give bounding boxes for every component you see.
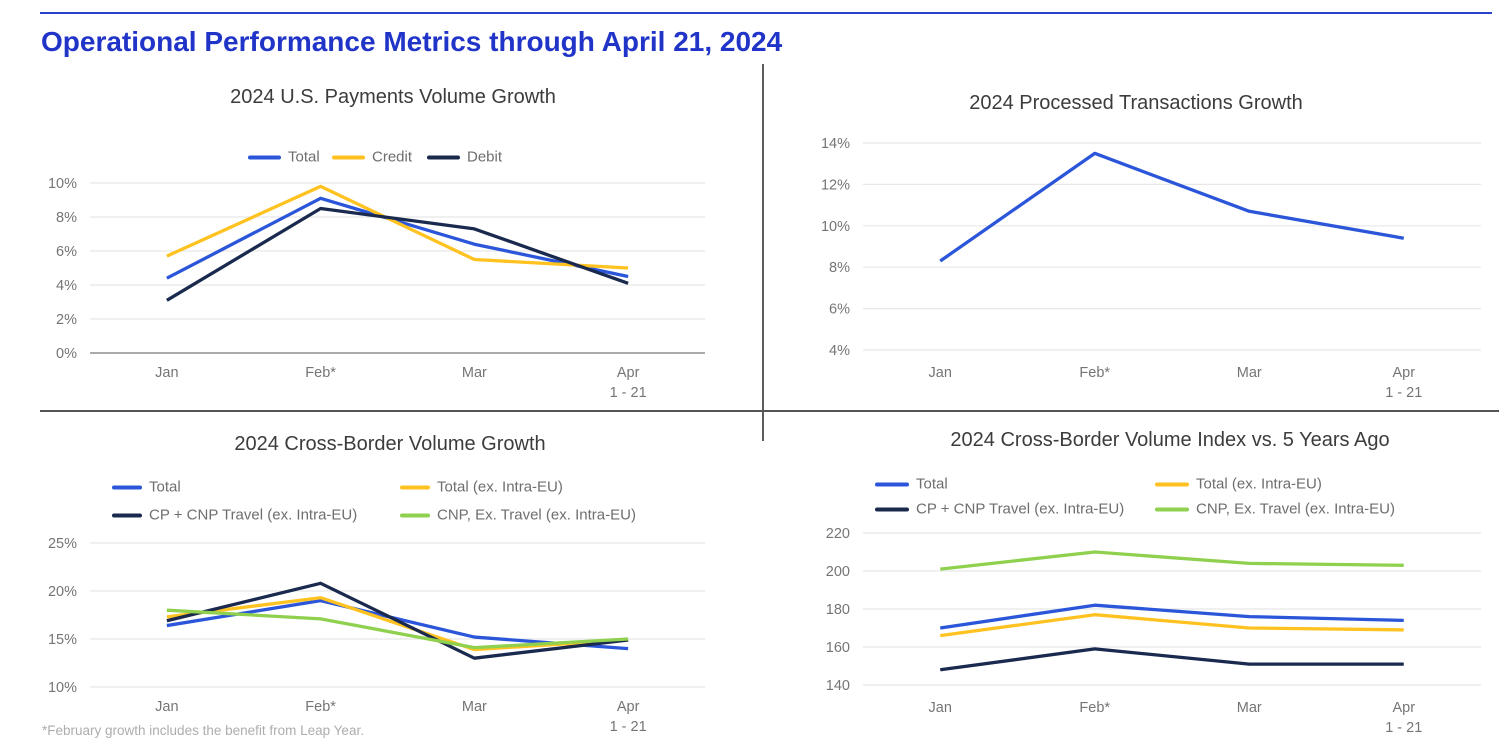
chart-us-payments-volume-growth: 2024 U.S. Payments Volume Growth Total Cr… bbox=[40, 66, 760, 412]
x-tick-subnote: 1 - 21 bbox=[1385, 385, 1422, 401]
divider-horizontal bbox=[40, 410, 1499, 412]
series-line-cp-cnp-travel-ex-intra-eu bbox=[166, 581, 629, 660]
y-tick-label: 14% bbox=[821, 136, 850, 152]
chart-cross-border-volume-growth: 2024 Cross-Border Volume Growth Total Tot… bbox=[40, 415, 760, 748]
y-tick-label: 12% bbox=[821, 177, 850, 193]
x-tick-label: Mar bbox=[1237, 700, 1262, 716]
x-tick-label: Mar bbox=[1237, 365, 1262, 381]
chart-title: 2024 U.S. Payments Volume Growth bbox=[230, 86, 556, 108]
y-tick-label: 10% bbox=[48, 680, 77, 696]
chart-cross-border-volume-index: 2024 Cross-Border Volume Index vs. 5 Yea… bbox=[765, 415, 1499, 748]
chart-plot: 10% 8% 6% 4% 2% 0% Jan Feb* Mar Apr 1 - 21 bbox=[48, 176, 705, 401]
y-tick-label: 8% bbox=[56, 210, 77, 226]
footnote: *February growth includes the benefit fr… bbox=[42, 723, 364, 738]
chart-plot: 220 200 180 160 140 Jan Feb* Mar Apr 1 - 21 bbox=[826, 526, 1481, 736]
y-tick-label: 20% bbox=[48, 584, 77, 600]
chart-title: 2024 Cross-Border Volume Index vs. 5 Yea… bbox=[950, 429, 1390, 451]
x-tick-label: Jan bbox=[155, 365, 178, 381]
x-tick-label: Jan bbox=[929, 700, 952, 716]
x-tick-label: Jan bbox=[155, 699, 178, 715]
chart-title: 2024 Processed Transactions Growth bbox=[969, 92, 1303, 114]
y-tick-label: 10% bbox=[821, 219, 850, 235]
series-line-total bbox=[940, 603, 1404, 630]
y-tick-label: 6% bbox=[56, 244, 77, 260]
x-tick-label: Apr bbox=[617, 365, 640, 381]
series-line-total-ex-intra-eu bbox=[940, 613, 1404, 638]
y-tick-label: 8% bbox=[829, 260, 850, 276]
divider-vertical bbox=[762, 64, 764, 441]
x-tick-subnote: 1 - 21 bbox=[1385, 720, 1422, 736]
x-tick-label: Jan bbox=[929, 365, 952, 381]
y-tick-label: 180 bbox=[826, 602, 850, 618]
series-line-debit bbox=[166, 206, 629, 302]
y-tick-label: 220 bbox=[826, 526, 850, 542]
page-title: Operational Performance Metrics through … bbox=[41, 26, 783, 57]
x-tick-label: Mar bbox=[462, 365, 487, 381]
y-tick-label: 160 bbox=[826, 640, 850, 656]
x-tick-label: Apr bbox=[617, 699, 640, 715]
y-tick-label: 4% bbox=[56, 278, 77, 294]
y-tick-label: 140 bbox=[826, 678, 850, 694]
series-line-total bbox=[166, 196, 629, 280]
x-tick-label: Feb* bbox=[1079, 365, 1110, 381]
y-tick-label: 200 bbox=[826, 564, 850, 580]
x-tick-label: Mar bbox=[462, 699, 487, 715]
chart-processed-transactions-growth: 2024 Processed Transactions Growth 14% 12… bbox=[765, 66, 1499, 412]
y-tick-label: 6% bbox=[829, 302, 850, 318]
y-tick-label: 15% bbox=[48, 632, 77, 648]
x-tick-label: Apr bbox=[1392, 365, 1415, 381]
y-tick-label: 25% bbox=[48, 536, 77, 552]
header-rule bbox=[40, 12, 1492, 14]
x-tick-label: Feb* bbox=[305, 365, 336, 381]
chart-plot: 25% 20% 15% 10% Jan Feb* Mar Apr 1 - 21 bbox=[48, 536, 705, 735]
x-tick-subnote: 1 - 21 bbox=[610, 385, 647, 401]
y-tick-label: 10% bbox=[48, 176, 77, 192]
chart-title: 2024 Cross-Border Volume Growth bbox=[234, 433, 546, 455]
y-tick-label: 2% bbox=[56, 312, 77, 328]
x-tick-label: Apr bbox=[1392, 700, 1415, 716]
y-tick-label: 4% bbox=[829, 343, 850, 359]
series-line-total bbox=[939, 151, 1405, 263]
x-tick-label: Feb* bbox=[1079, 700, 1110, 716]
series-line-cp-cnp-travel-ex-intra-eu bbox=[940, 647, 1404, 672]
series-line-credit bbox=[166, 184, 629, 270]
series-line-cnp-ex-travel-ex-intra-eu bbox=[166, 608, 629, 650]
chart-plot: 14% 12% 10% 8% 6% 4% Jan Feb* Mar Apr 1 - 21 bbox=[821, 136, 1481, 401]
series-line-cnp-ex-travel-ex-intra-eu bbox=[940, 550, 1404, 571]
y-tick-label: 0% bbox=[56, 346, 77, 362]
x-tick-label: Feb* bbox=[305, 699, 336, 715]
x-tick-subnote: 1 - 21 bbox=[610, 719, 647, 735]
